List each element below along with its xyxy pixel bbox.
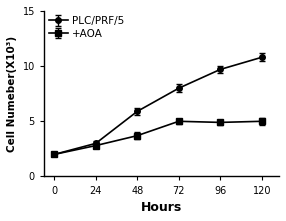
X-axis label: Hours: Hours <box>141 201 182 214</box>
Legend: PLC/PRF/5, +AOA: PLC/PRF/5, +AOA <box>47 14 126 41</box>
Y-axis label: Cell Numeber(X10³): Cell Numeber(X10³) <box>7 36 17 152</box>
